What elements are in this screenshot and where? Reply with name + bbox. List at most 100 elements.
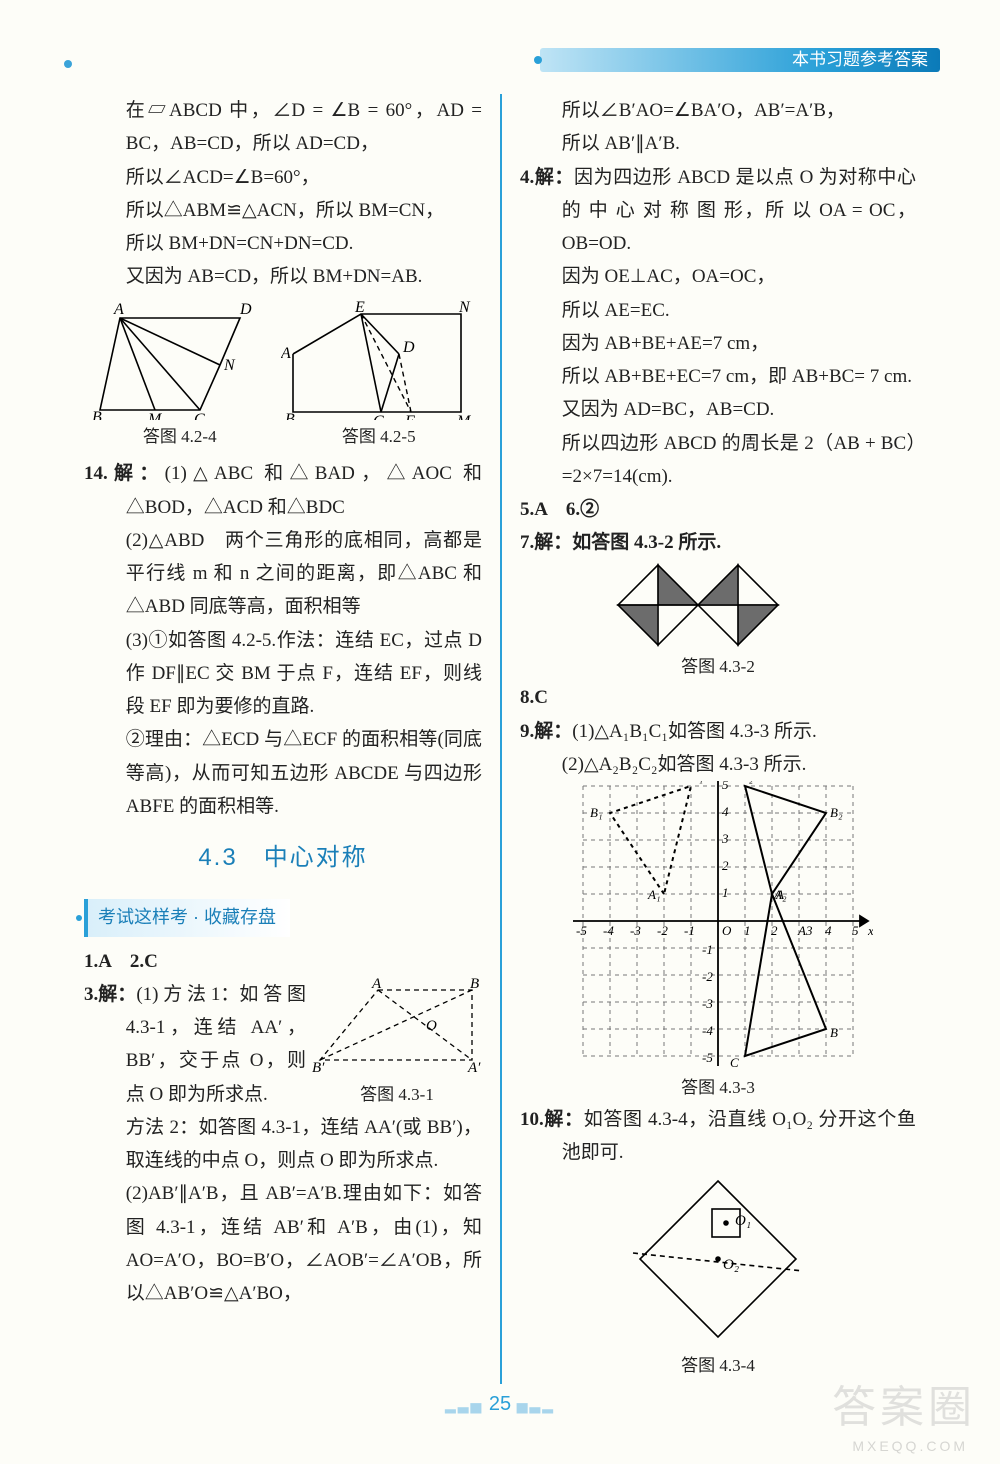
figure-4-2-4: AD BM CN 答图 4.2-4 [90,300,270,452]
text: 所以 AB+BE+EC=7 cm，即 AB+BC= 7 cm. [520,360,916,393]
text: (1)△A₁B₁C₁如答图 4.3-3 所示. [572,721,817,742]
q7: 7.解：如答图 4.3-2 所示. [520,526,916,559]
svg-text:D: D [239,301,252,318]
svg-text:1: 1 [744,923,751,938]
svg-text:x: x [867,923,873,938]
svg-text:-4: -4 [603,923,614,938]
figure-caption: 答图 4.2-5 [281,422,476,452]
text: (2)△ABD 两个三角形的底相同，高都是平行线 m 和 n 之间的距离，即△A… [84,524,482,624]
svg-text:4: 4 [825,923,832,938]
svg-text:A₂: A₂ [773,887,787,902]
svg-text:-3: -3 [630,923,641,938]
text: 1.A 2.C [84,951,158,972]
svg-text:-4: -4 [702,1023,713,1038]
svg-text:-3: -3 [702,996,713,1011]
section-name: 中心对称 [264,844,368,871]
svg-text:C₂: C₂ [740,781,754,784]
geom-svg: O₁O₂ [623,1169,813,1349]
text: 因为 OE⊥AC，OA=OC， [520,260,916,293]
svg-text:-2: -2 [702,969,713,984]
right-column: 所以∠B′AO=∠BA′O，AB′=A′B， 所以 AB′∥A′B. 4.解：因… [500,94,928,1384]
svg-text:-5: -5 [702,1050,713,1065]
svg-text:M: M [456,413,472,420]
infographic-svg [613,560,823,650]
text: 如答图 4.3-4，沿直线 O₁O₂ 分开这个鱼池即可. [562,1109,916,1163]
text: 所以∠B′AO=∠BA′O，AB′=A′B， [520,94,916,127]
text: (2)△A₂B₂C₂如答图 4.3-3 所示. [520,748,916,781]
sub-banner: 考试这样考 · 收藏存盘 [84,899,290,937]
q-number: 4.解： [520,167,574,188]
q-number: 9.解： [520,721,572,742]
svg-text:B₁: B₁ [590,805,602,820]
svg-text:N: N [458,300,471,316]
svg-text:B: B [285,411,295,420]
svg-text:E: E [354,300,365,316]
q-number: 14.解： [84,463,165,484]
text: 又因为 AD=BC，AB=CD. [520,393,916,426]
svg-text:B: B [92,409,102,420]
svg-text:A: A [281,345,291,362]
text: 又因为 AB=CD，所以 BM+DN=AB. [84,260,482,293]
grid-svg: xy O 1245 -1-2-3-4-5 12345 -1-2-3-4-5 AA… [563,781,873,1071]
text: 所以 BM+DN=CN+DN=CD. [84,227,482,260]
svg-text:C: C [194,411,205,420]
svg-text:A: A [371,978,382,992]
geom-svg: A B B′ A′ O [312,978,482,1078]
text: 在▱ABCD 中，∠D = ∠B = 60°，AD = BC，AB=CD，所以 … [84,94,482,161]
figure-caption: 答图 4.3-1 [312,1080,482,1110]
svg-text:B: B [470,978,479,992]
text: 所以∠ACD=∠B=60°， [84,161,482,194]
svg-text:1: 1 [722,885,729,900]
text: 因为四边形 ABCD 是以点 O 为对称中心 的 中 心 对 称 图 形，所 以… [562,167,916,255]
header-banner: 本书习题参考答案 [540,48,940,72]
q14: 14.解：(1)△ABC 和△BAD，△AOC 和△BOD，△ACD 和△BDC [84,457,482,524]
figure-4-2-5: E N A D B C F M 答图 4.2-5 [281,300,476,452]
section-num: 4.3 [198,844,237,871]
text: (2)AB′∥A′B，且 AB′=A′B.理由如下：如答图 4.3-1，连结 A… [84,1177,482,1310]
page-number: 25 [489,1393,511,1415]
figure-4-3-4: O₁O₂ 答图 4.3-4 [520,1169,916,1381]
figure-caption: 答图 4.3-2 [520,652,916,682]
svg-text:B: B [830,1025,838,1040]
text: 因为 AB+BE+AE=7 cm， [520,327,916,360]
svg-text:B′: B′ [312,1060,325,1076]
svg-text:C: C [373,413,384,420]
figure-4-3-3: xy O 1245 -1-2-3-4-5 12345 -1-2-3-4-5 AA… [520,781,916,1103]
svg-text:-1: -1 [684,923,695,938]
text: (1) 方 法 1：如 答 图 4.3-1，连结 AA′，BB′，交于点 O，则… [126,984,306,1105]
answers-row: 8.C [520,681,916,714]
svg-text:O₁: O₁ [735,1213,751,1229]
text: ②理由：△ECD 与△ECF 的面积相等(同底等高)，从而可知五边形 ABCDE… [84,723,482,823]
svg-text:D: D [402,339,415,356]
figure-row-1: AD BM CN 答图 4.2-4 [84,300,482,452]
q4: 4.解：因为四边形 ABCD 是以点 O 为对称中心 的 中 心 对 称 图 形… [520,161,916,261]
svg-text:3: 3 [721,831,729,846]
svg-text:F: F [404,413,415,420]
svg-text:C₁: C₁ [690,781,703,784]
header-title: 本书习题参考答案 [792,45,928,75]
content-columns: 在▱ABCD 中，∠D = ∠B = 60°，AD = BC，AB=CD，所以 … [72,94,928,1384]
svg-text:B₂: B₂ [830,805,843,820]
figure-caption: 答图 4.3-3 [520,1073,916,1103]
text: 所以△ABM≌△ACN，所以 BM=CN， [84,194,482,227]
geom-svg: AD BM CN [90,300,270,420]
q-number: 10.解： [520,1109,584,1130]
svg-text:C: C [730,1055,739,1070]
text: 所以 AB′∥A′B. [520,127,916,160]
svg-text:5: 5 [722,781,729,792]
q-number: 3.解： [84,984,136,1005]
svg-text:5: 5 [852,923,859,938]
svg-text:A′: A′ [467,1060,481,1076]
svg-text:M: M [147,411,163,420]
text: (1)△ABC 和△BAD，△AOC 和△BOD，△ACD 和△BDC [126,463,482,517]
svg-text:2: 2 [722,858,729,873]
text: 所以 AE=EC. [520,294,916,327]
geom-svg: E N A D B C F M [281,300,476,420]
answers-row: 1.A 2.C [84,945,482,978]
svg-text:-5: -5 [576,923,587,938]
svg-text:A: A [113,301,124,318]
deco-icon: ▂▃▅ [445,1397,483,1413]
svg-text:O: O [426,1018,437,1034]
deco-icon: ▅▃▂ [517,1397,555,1413]
svg-text:A₁: A₁ [647,887,660,902]
